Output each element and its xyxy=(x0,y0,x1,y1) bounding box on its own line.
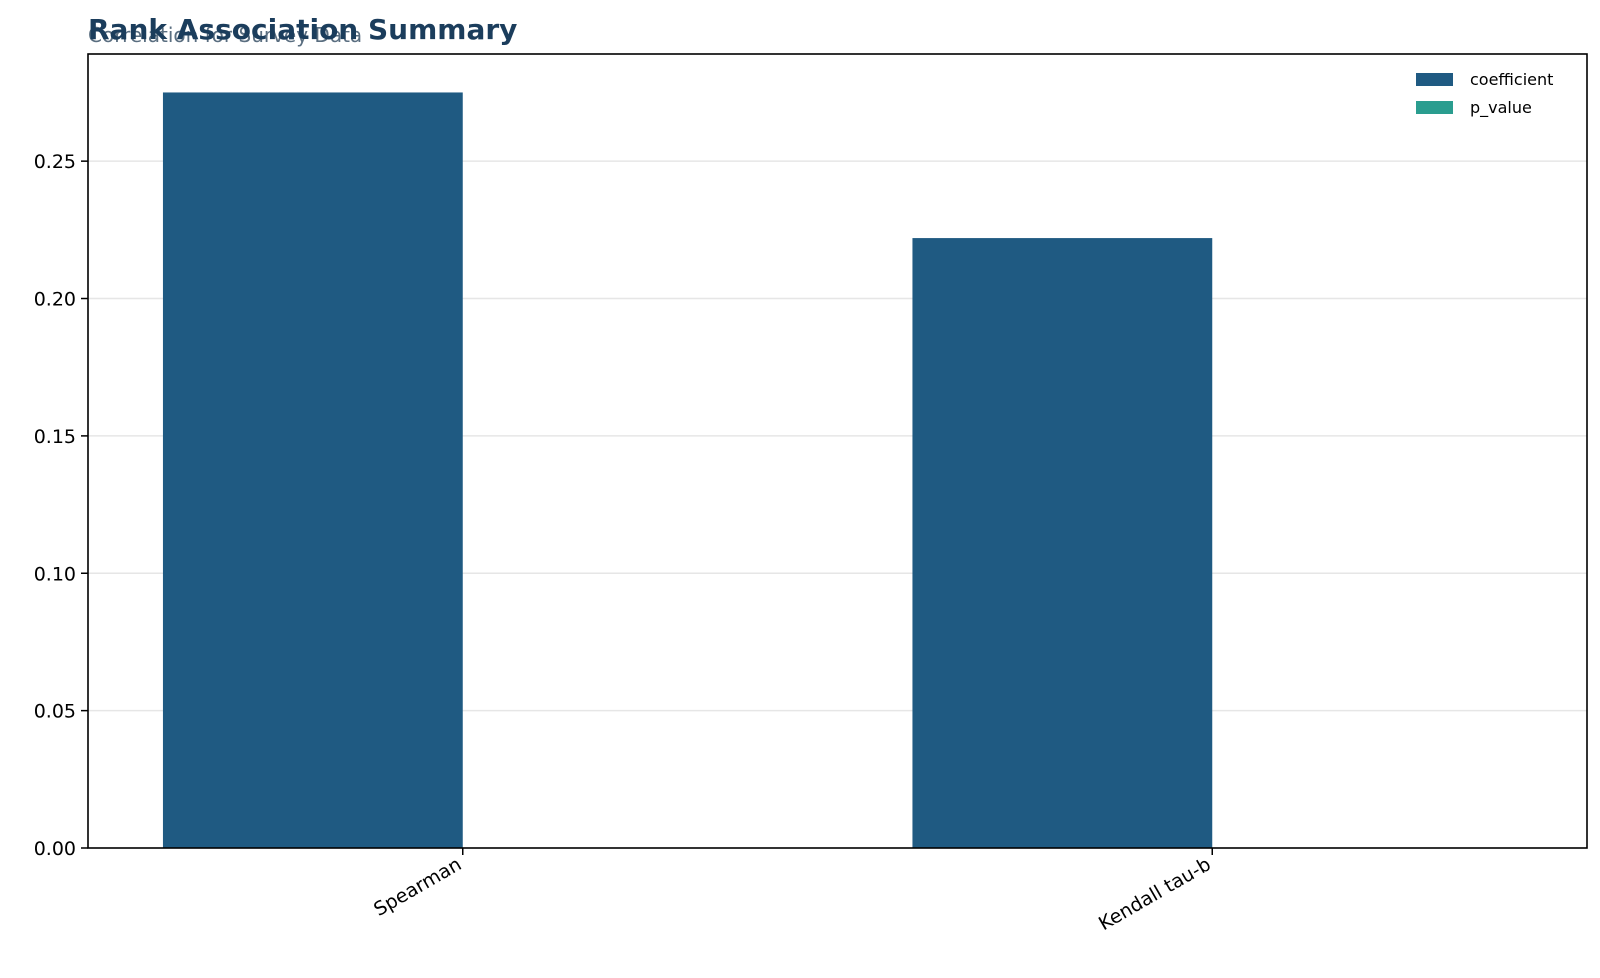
legend-swatch-p_value xyxy=(1416,101,1453,114)
x-tick-label: Kendall tau-b xyxy=(1095,853,1215,935)
plot-frame xyxy=(87,53,1588,849)
bars xyxy=(162,92,1213,849)
x-tick-label: Spearman xyxy=(370,853,465,921)
y-tick-label: 0.05 xyxy=(34,701,76,723)
bar-coefficient xyxy=(162,92,463,848)
y-tick-label: 0.10 xyxy=(34,563,76,585)
chart-subtitle: Correlation for Survey Data xyxy=(88,23,362,47)
y-tick-label: 0.15 xyxy=(34,426,76,448)
legend-swatch-coefficient xyxy=(1416,73,1453,86)
y-tick-label: 0.00 xyxy=(34,838,76,860)
chart-title: Rank Association Summary xyxy=(88,13,517,46)
y-tick-label: 0.25 xyxy=(34,151,76,173)
y-axis: 0.00 0.05 0.10 0.15 0.20 0.25 xyxy=(34,151,88,860)
legend: coefficient p_value xyxy=(1416,70,1553,118)
bar-coefficient xyxy=(912,238,1213,849)
legend-label-coefficient: coefficient xyxy=(1470,70,1553,89)
x-axis: Spearman Kendall tau-b xyxy=(370,848,1215,935)
legend-label-p_value: p_value xyxy=(1470,98,1532,118)
y-tick-label: 0.20 xyxy=(34,289,76,311)
